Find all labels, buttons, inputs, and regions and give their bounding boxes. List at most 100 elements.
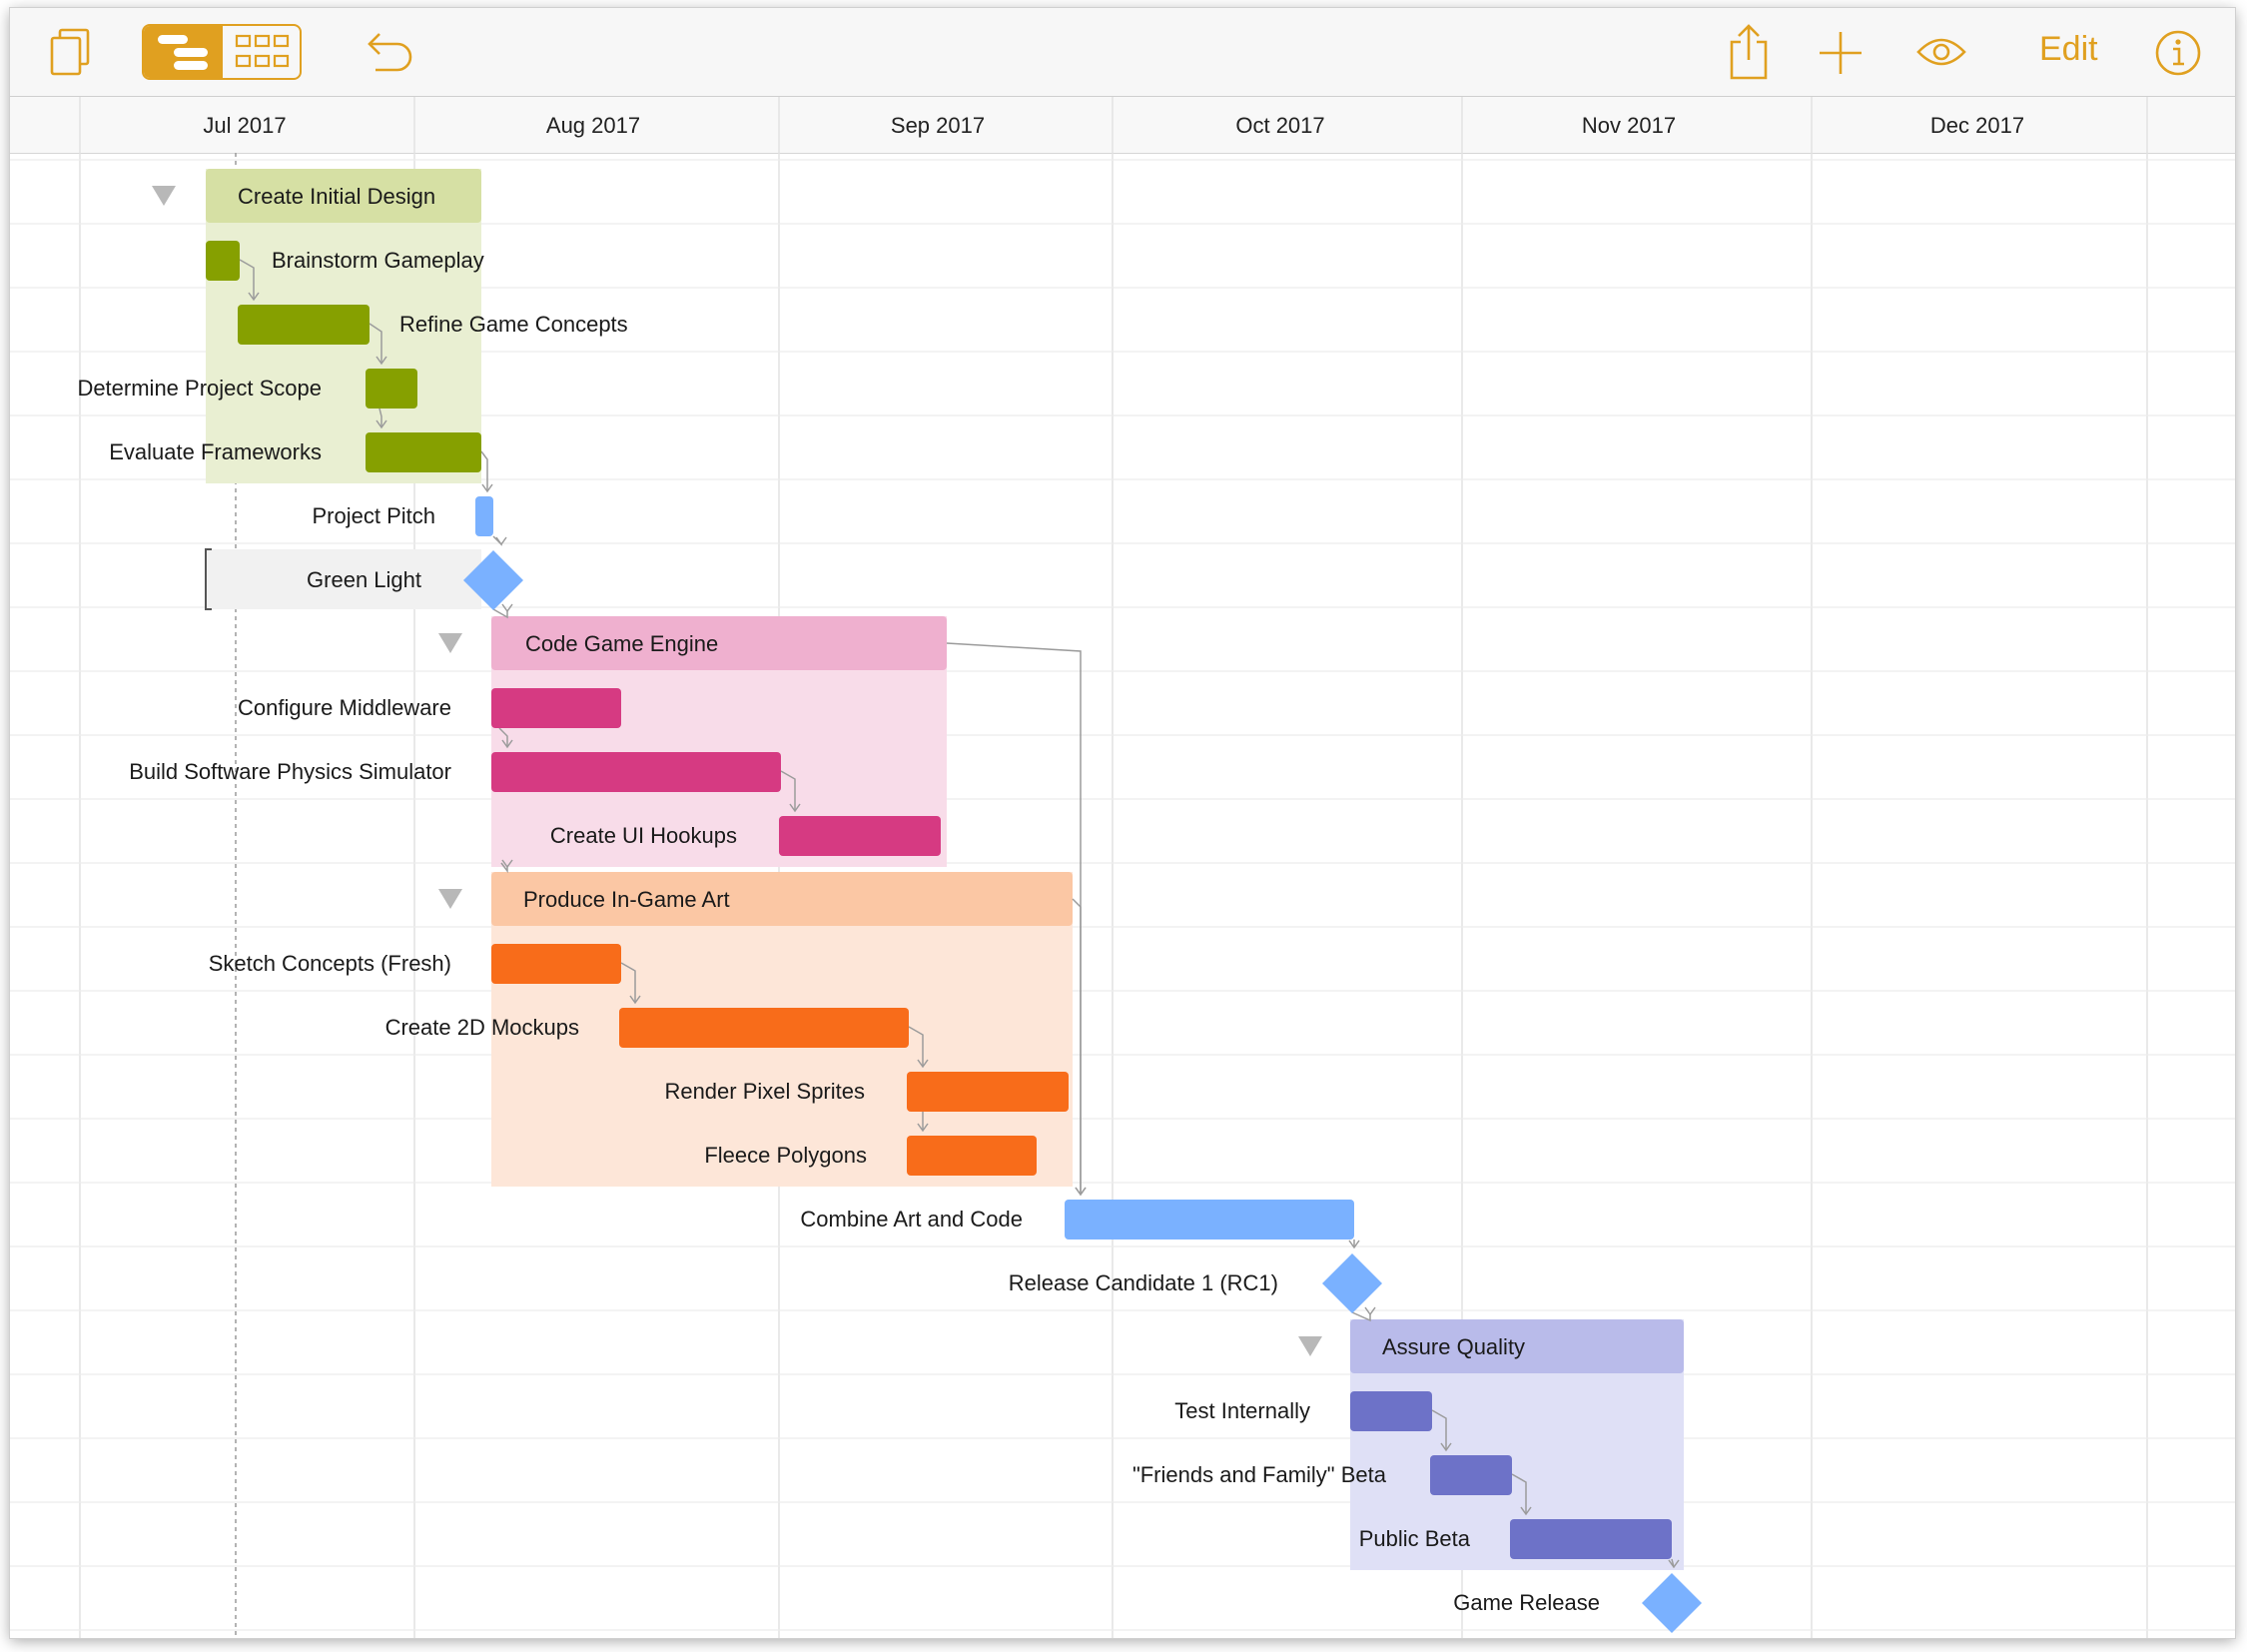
group-header-bar[interactable] (1350, 1319, 1684, 1373)
dependency-link (1351, 1311, 1371, 1322)
task-label[interactable]: Combine Art and Code (800, 1207, 1023, 1232)
task-bar[interactable] (907, 1072, 1069, 1112)
share-icon[interactable] (1726, 22, 1772, 82)
network-view-button[interactable] (223, 26, 300, 78)
task-label[interactable]: Render Pixel Sprites (664, 1079, 865, 1104)
group-label[interactable]: Assure Quality (1382, 1334, 1525, 1359)
dependency-arrow-icon (1364, 1306, 1376, 1316)
group-header-bar[interactable] (206, 169, 481, 223)
group-label[interactable]: Code Game Engine (525, 631, 718, 656)
dependency-link (480, 450, 488, 490)
task-label[interactable]: Sketch Concepts (Fresh) (209, 951, 451, 976)
task-label[interactable]: "Friends and Family" Beta (1132, 1462, 1387, 1487)
documents-icon[interactable] (46, 26, 96, 78)
milestone-label[interactable]: Game Release (1453, 1590, 1600, 1615)
dependency-link (498, 727, 508, 746)
dependency-links (239, 259, 1680, 1569)
milestone-label[interactable]: Green Light (307, 567, 421, 592)
task-bar[interactable] (1350, 1391, 1432, 1431)
grid-lines (10, 97, 2235, 1638)
task-label[interactable]: Evaluate Frameworks (109, 439, 322, 464)
dependency-arrow-icon (1520, 1506, 1532, 1516)
month-label-dec: Dec 2017 (1929, 113, 2025, 138)
view-icon[interactable] (1915, 36, 1967, 68)
task-label[interactable]: Create 2D Mockups (385, 1015, 579, 1040)
dependency-arrow-icon (789, 803, 801, 813)
dependency-arrow-icon (481, 483, 493, 493)
month-label-nov: Nov 2017 (1581, 113, 1677, 138)
selection-bracket (205, 548, 212, 610)
task-bar[interactable] (907, 1136, 1037, 1176)
disclosure-triangle-icon[interactable] (1298, 1336, 1322, 1356)
task-label[interactable]: Refine Game Concepts (399, 312, 628, 337)
dependency-arrow-icon (1668, 1559, 1680, 1569)
task-label[interactable]: Test Internally (1174, 1398, 1310, 1423)
disclosure-triangle-icon[interactable] (152, 186, 176, 206)
dependency-link (620, 962, 636, 1002)
disclosure-triangle-icon[interactable] (438, 633, 462, 653)
month-label-aug: Aug 2017 (545, 113, 641, 138)
dependency-link (1511, 1473, 1527, 1513)
group-header-bar[interactable] (491, 872, 1073, 926)
task-bar[interactable] (1065, 1200, 1354, 1239)
task-bar[interactable] (1430, 1455, 1512, 1495)
network-view-icon (235, 34, 290, 68)
dependency-arrow-icon (495, 536, 507, 546)
disclosure-triangle-icon[interactable] (438, 889, 462, 909)
task-bars (206, 241, 1702, 1633)
task-label[interactable]: Public Beta (1359, 1526, 1471, 1551)
task-label[interactable]: Configure Middleware (238, 695, 451, 720)
add-icon[interactable] (1818, 30, 1864, 76)
task-label[interactable]: Project Pitch (313, 503, 436, 528)
dependency-link (492, 608, 508, 619)
month-label-oct: Oct 2017 (1235, 113, 1325, 138)
dependency-arrow-icon (1348, 1239, 1360, 1249)
task-bar[interactable] (619, 1008, 909, 1048)
task-label[interactable]: Create UI Hookups (550, 823, 737, 848)
task-bar[interactable] (779, 816, 941, 856)
month-label-jul: Jul 2017 (203, 113, 287, 138)
dependency-arrow-icon (375, 356, 387, 366)
undo-icon[interactable] (360, 30, 419, 76)
app-window: Edit Jul 2017 Aug 2017 Sep 2017 Oct 2017… (10, 8, 2235, 1638)
dependency-link (369, 323, 382, 363)
task-label[interactable]: Build Software Physics Simulator (129, 759, 451, 784)
task-bar[interactable] (1510, 1519, 1672, 1559)
group-label[interactable]: Produce In-Game Art (523, 887, 730, 912)
dependency-arrow-icon (501, 739, 513, 749)
task-bar[interactable] (491, 688, 621, 728)
task-bar[interactable] (366, 369, 417, 409)
task-bar[interactable] (206, 241, 240, 281)
milestone-diamond[interactable] (1322, 1253, 1382, 1313)
task-bar[interactable] (491, 752, 781, 792)
dependency-arrow-icon (629, 995, 641, 1005)
task-bar[interactable] (238, 305, 370, 345)
dependency-link (780, 770, 796, 810)
inspector-icon[interactable] (2153, 28, 2203, 78)
milestone-diamond[interactable] (1642, 1573, 1702, 1633)
selected-row-highlight (206, 549, 481, 609)
dependency-link (378, 408, 382, 426)
task-bar[interactable] (491, 944, 621, 984)
dependency-arrow-icon (248, 292, 260, 302)
dependency-arrow-icon (501, 603, 513, 613)
timeline-header: Jul 2017 Aug 2017 Sep 2017 Oct 2017 Nov … (10, 97, 2235, 154)
milestone-label[interactable]: Release Candidate 1 (RC1) (1009, 1270, 1278, 1295)
dependency-link (239, 259, 255, 299)
task-label[interactable]: Brainstorm Gameplay (272, 248, 484, 273)
month-label-sep: Sep 2017 (890, 113, 986, 138)
group-label[interactable]: Create Initial Design (238, 184, 435, 209)
task-bar[interactable] (366, 432, 481, 472)
edit-button[interactable]: Edit (2039, 30, 2098, 68)
outline-view-button[interactable] (144, 26, 223, 78)
dependency-arrow-icon (917, 1123, 929, 1133)
outline-view-icon (158, 35, 208, 70)
view-switcher (142, 24, 302, 80)
dependency-arrow-icon (1440, 1442, 1452, 1452)
milestone-diamond[interactable] (463, 550, 523, 610)
dependency-link (908, 1026, 924, 1066)
group-header-bar[interactable] (491, 616, 947, 670)
task-bar[interactable] (475, 496, 493, 536)
task-label[interactable]: Fleece Polygons (704, 1143, 867, 1168)
task-label[interactable]: Determine Project Scope (77, 376, 322, 401)
